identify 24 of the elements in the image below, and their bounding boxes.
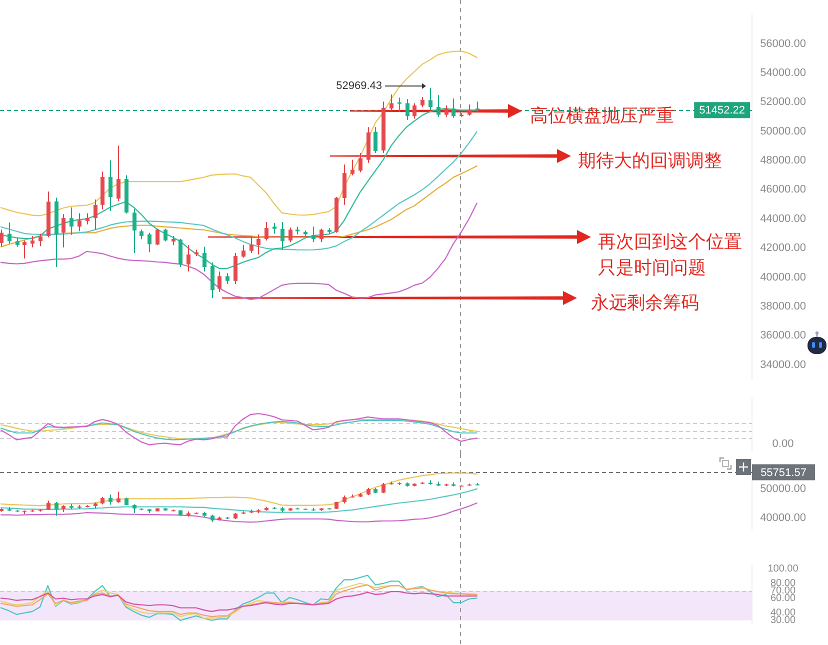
y-tick-label: 38000.00 (760, 300, 806, 312)
y-tick-label: 44000.00 (760, 212, 806, 225)
y-tick-label: 34000.00 (760, 358, 806, 371)
y-tick-label: 56000.00 (760, 38, 806, 50)
text: 永远剩余筹码 (591, 292, 699, 314)
y-tick-label: 48000.00 (760, 154, 806, 167)
y-tick-label: 36000.00 (760, 330, 806, 342)
y-tick-label: 50000.00 (760, 482, 806, 495)
ref-line-label: 51452.22 (699, 104, 746, 117)
y-tick-label: 52000.00 (760, 96, 806, 108)
y-tick-label: 46000.00 (760, 184, 806, 196)
text: 高位横盘抛压严重 (530, 106, 674, 127)
y-tick-label: 50000.00 (760, 125, 806, 138)
text: 0.00 (772, 438, 794, 450)
y-tick-label: 54000.00 (760, 67, 806, 80)
y-tick-label: 40000.00 (760, 512, 806, 524)
text: 再次回到这个位置 (598, 232, 742, 253)
y-tick-label: 100.00 (768, 563, 799, 574)
text: 期待大的回调调整 (578, 150, 722, 172)
ref-line-label: 55751.57 (760, 466, 806, 479)
text: 只是时间问题 (598, 258, 706, 279)
annotation: 52969.43 (336, 80, 382, 92)
y-tick-label: 40000.00 (760, 271, 806, 284)
y-tick-label: 42000.00 (760, 242, 806, 254)
